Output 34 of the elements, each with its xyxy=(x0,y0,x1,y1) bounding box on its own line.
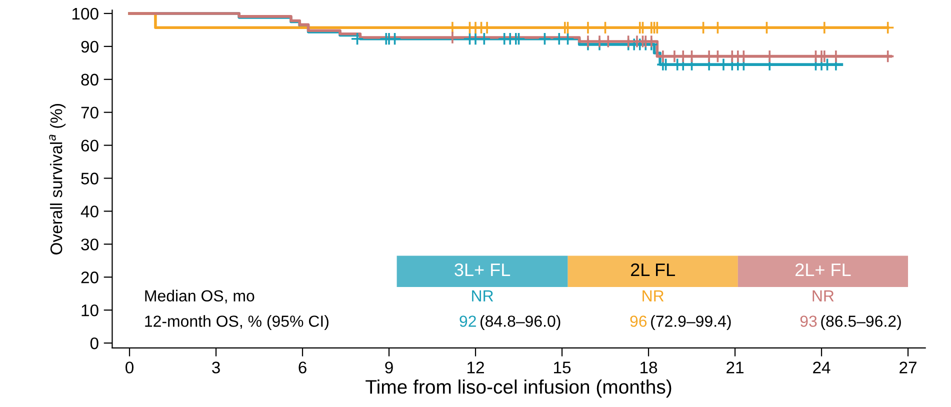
x-tick-label: 15 xyxy=(554,362,571,374)
y-tick-label: 60 xyxy=(81,140,98,152)
annotation: 12-month OS, % (95% CI) xyxy=(145,315,328,330)
annotation: 92 (84.8–96.0) xyxy=(460,315,560,330)
text: 2L FL xyxy=(631,263,675,276)
y-tick-label: 100 xyxy=(72,8,98,20)
annotation: 96 (72.9–99.4) xyxy=(630,315,731,330)
y-tick-label: 20 xyxy=(81,272,98,284)
annotation: NR xyxy=(812,290,834,302)
text: 3L+ FL xyxy=(454,263,510,276)
x-axis-title: Time from liso-cel infusion (months) xyxy=(366,379,672,398)
x-tick-label: 9 xyxy=(385,362,393,374)
y-tick-label: 40 xyxy=(80,206,98,218)
y-tick-label: 30 xyxy=(81,238,98,250)
annotation: 93 (86.5–96.2) xyxy=(800,315,901,330)
x-tick-label: 18 xyxy=(640,362,658,374)
annotation: Median OS, mo xyxy=(145,290,254,304)
x-tick-label: 21 xyxy=(726,362,744,374)
x-tick-label: 27 xyxy=(900,362,916,374)
y-tick-label: 10 xyxy=(82,304,98,316)
x-tick-label: 6 xyxy=(298,362,306,374)
y-tick-label: 90 xyxy=(81,40,98,53)
annotation: NR xyxy=(472,290,494,302)
annotation: NR xyxy=(642,290,664,302)
y-tick-label: 70 xyxy=(81,106,98,119)
x-tick-label: 12 xyxy=(468,362,484,374)
y-tick-label: 50 xyxy=(81,172,98,184)
y-axis-title: Overall survival$^{a}$ (%) xyxy=(49,104,66,254)
text: 2L+ FL xyxy=(796,263,851,276)
x-tick-label: 0 xyxy=(126,362,134,374)
y-tick-label: 0 xyxy=(90,337,98,350)
x-tick-label: 24 xyxy=(813,362,830,374)
y-tick-label: 80 xyxy=(81,74,98,86)
x-tick-label: 3 xyxy=(212,362,220,374)
